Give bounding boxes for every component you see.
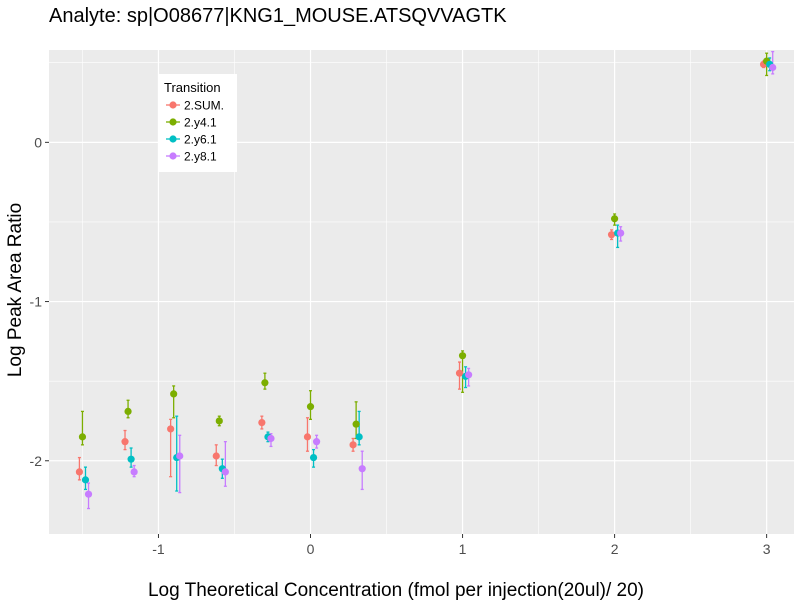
y-axis: 0 -1 -2 xyxy=(30,134,49,469)
data-point xyxy=(358,465,366,473)
legend-label: 2.SUM. xyxy=(184,99,224,113)
data-point xyxy=(81,476,90,484)
data-point xyxy=(130,468,138,476)
data-point xyxy=(455,369,464,377)
x-tick-label: 2 xyxy=(611,541,619,557)
data-point xyxy=(124,407,132,416)
data-point xyxy=(170,390,178,398)
data-point xyxy=(607,231,616,239)
data-point xyxy=(127,455,135,463)
legend-key-dot xyxy=(169,118,177,126)
y-tick-label: -1 xyxy=(30,294,43,310)
data-point xyxy=(215,417,223,425)
data-point xyxy=(352,420,360,428)
data-point xyxy=(261,379,269,387)
x-axis: -1 0 1 2 3 xyxy=(152,534,771,557)
x-axis-title: Log Theoretical Concentration (fmol per … xyxy=(148,580,644,600)
x-tick-label: 3 xyxy=(763,541,771,557)
legend-label: 2.y4.1 xyxy=(184,116,217,130)
data-point xyxy=(84,490,93,498)
data-point xyxy=(355,433,363,441)
data-point xyxy=(769,63,777,72)
legend-label: 2.y6.1 xyxy=(184,133,217,147)
data-points xyxy=(75,57,777,498)
data-point xyxy=(176,452,184,460)
y-tick-label: 0 xyxy=(34,134,42,150)
data-point xyxy=(212,452,220,460)
legend-label: 2.y8.1 xyxy=(184,150,217,164)
data-point xyxy=(303,433,312,441)
data-point xyxy=(458,352,467,360)
legend-key-dot xyxy=(169,135,177,143)
x-tick-label: -1 xyxy=(152,541,165,557)
data-point xyxy=(258,418,266,427)
y-axis-title: Log Peak Area Ratio xyxy=(5,203,26,377)
data-point xyxy=(465,371,473,379)
data-point xyxy=(78,433,87,441)
x-tick-label: 0 xyxy=(307,541,315,557)
data-point xyxy=(267,434,275,443)
data-point xyxy=(306,403,315,411)
data-point xyxy=(349,441,357,449)
data-point xyxy=(309,453,318,462)
data-point xyxy=(617,229,625,237)
legend-key-dot xyxy=(169,152,177,160)
data-point xyxy=(121,438,129,446)
data-point xyxy=(312,438,321,446)
legend-key-dot xyxy=(169,101,177,109)
legend-entries: 2.SUM. 2.y4.1 2.y6.1 2.y8.1 xyxy=(166,99,224,164)
legend: Transition 2.SUM. 2.y4.1 2.y6.1 2.y8.1 xyxy=(158,74,237,172)
chart-title: Analyte: sp|O08677|KNG1_MOUSE.ATSQVVAGTK xyxy=(49,5,507,27)
data-point xyxy=(75,468,84,476)
legend-title: Transition xyxy=(164,80,221,95)
data-point xyxy=(610,215,619,223)
y-tick-label: -2 xyxy=(30,453,43,469)
data-point xyxy=(167,425,175,433)
x-tick-label: 1 xyxy=(459,541,467,557)
data-point xyxy=(221,468,229,476)
